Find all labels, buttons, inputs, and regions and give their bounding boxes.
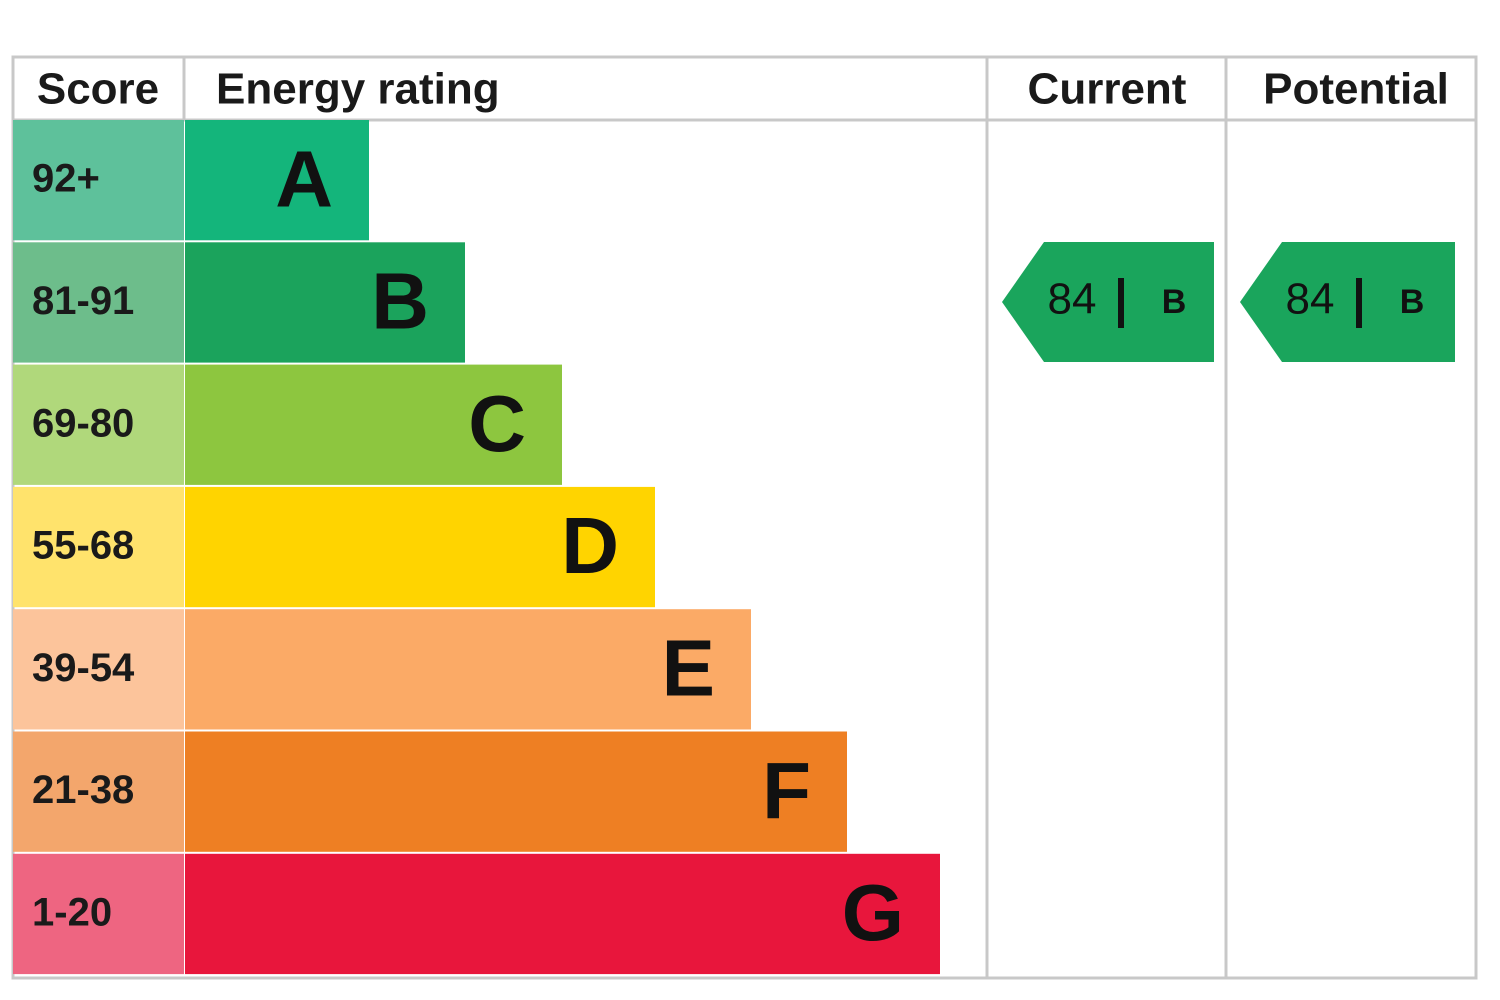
band-letter: E [662, 623, 715, 712]
band-letter: F [762, 746, 811, 835]
rating-bar [185, 364, 562, 485]
header-current: Current [1028, 65, 1187, 114]
arrow-value: 84 [1286, 275, 1335, 324]
header-potential: Potential [1263, 65, 1449, 114]
rating-bar [185, 853, 940, 975]
band-letter: G [842, 868, 904, 957]
rating-bar [185, 120, 369, 241]
rating-bar [185, 731, 847, 852]
score-label: 69-80 [32, 401, 134, 445]
band-letter: A [275, 134, 333, 223]
rating-arrow [1240, 242, 1455, 362]
score-cell [13, 120, 184, 241]
score-label: 55-68 [32, 524, 134, 568]
band-letter: C [468, 379, 526, 468]
score-label: 39-54 [32, 646, 135, 690]
score-label: 21-38 [32, 768, 134, 812]
band-letter: B [371, 257, 429, 346]
score-label: 1-20 [32, 891, 112, 935]
rating-bar [185, 242, 465, 363]
score-cell [13, 731, 184, 852]
score-label: 92+ [32, 157, 100, 201]
score-cell [13, 609, 184, 730]
arrow-letter: B [1162, 283, 1187, 321]
arrow-divider [1118, 278, 1124, 328]
score-label: 81-91 [32, 279, 134, 323]
rating-bar [185, 609, 751, 730]
rating-bar [185, 486, 655, 608]
arrow-value: 84 [1048, 275, 1097, 324]
score-cell [13, 486, 184, 608]
score-cell [13, 242, 184, 363]
band-letter: D [561, 501, 619, 590]
arrow-divider [1356, 278, 1362, 328]
header-rating: Energy rating [216, 65, 500, 114]
rating-arrow [1002, 242, 1214, 362]
arrow-letter: B [1400, 283, 1425, 321]
header-score: Score [37, 65, 159, 114]
score-cell [13, 853, 184, 975]
score-cell [13, 364, 184, 485]
